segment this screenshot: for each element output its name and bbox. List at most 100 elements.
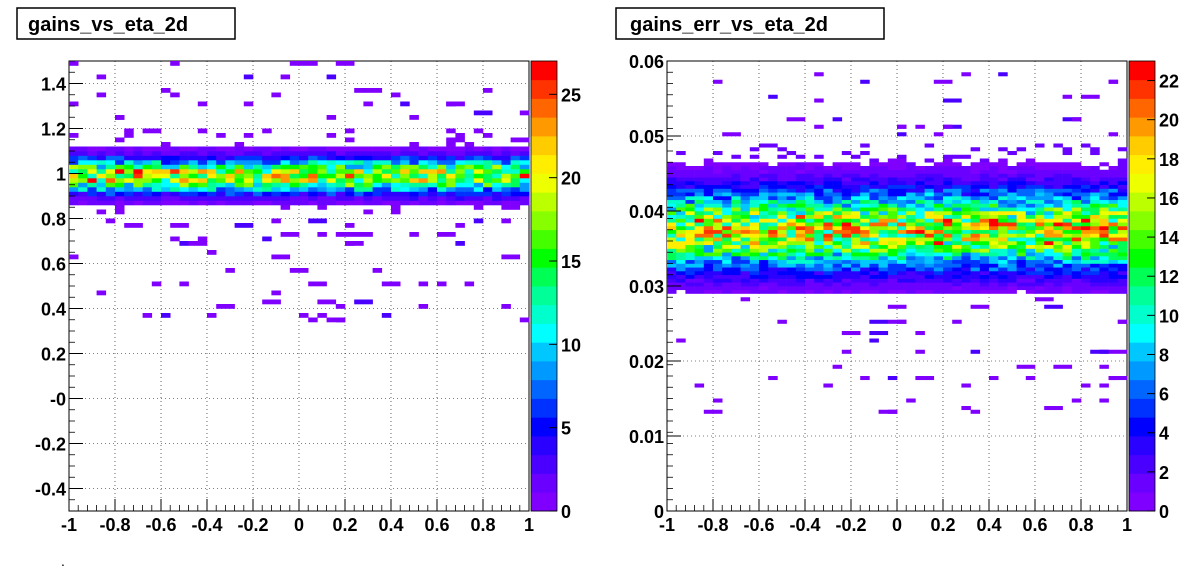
heatmap-cell [970, 222, 981, 227]
heatmap-cell [1035, 214, 1045, 219]
heatmap-cell [878, 207, 889, 212]
heatmap-cell [989, 233, 999, 238]
heatmap-cell [722, 282, 732, 287]
heatmap-cell [749, 259, 760, 264]
heatmap-cell [722, 184, 732, 189]
heatmap-cell [897, 188, 907, 193]
heatmap-cell [391, 178, 401, 183]
heatmap-cell [372, 151, 383, 156]
heatmap-cell [841, 218, 852, 223]
heatmap-cell [1025, 203, 1036, 208]
heatmap-cell [326, 151, 337, 156]
heatmap-cell [1053, 203, 1063, 208]
heatmap-cell [887, 184, 898, 189]
heatmap-cell [887, 282, 898, 287]
heatmap-cell [179, 155, 189, 161]
heatmap-cell [1053, 274, 1063, 279]
heatmap-cell [299, 178, 309, 183]
heatmap-cell [179, 200, 189, 206]
heatmap-cell [832, 263, 843, 268]
heatmap-cell [372, 187, 383, 192]
heatmap-cell [749, 203, 760, 208]
heatmap-cell [869, 274, 879, 279]
heatmap-cell [280, 173, 291, 179]
heatmap-cell [851, 289, 861, 294]
heatmap-cell [1090, 248, 1100, 253]
heatmap-cell [372, 200, 383, 206]
heatmap-cell [897, 169, 907, 174]
heatmap-cell [510, 200, 521, 206]
heatmap-cell [961, 383, 971, 388]
heatmap-cell [289, 164, 300, 170]
heatmap-cell [851, 256, 861, 261]
heatmap-cell [814, 226, 824, 231]
heatmap-cell [998, 192, 1008, 197]
heatmap-cell [989, 184, 999, 189]
heatmap-cell [455, 146, 465, 152]
heatmap-cell [979, 181, 990, 186]
heatmap-cell [961, 278, 971, 283]
heatmap-cell [823, 271, 833, 276]
heatmap-cell [915, 222, 925, 227]
heatmap-cell [713, 267, 723, 272]
heatmap-cell [299, 187, 309, 192]
heatmap-cell [823, 188, 833, 193]
heatmap-cell [749, 267, 760, 272]
heatmap-cell [667, 181, 677, 186]
heatmap-cell [1062, 364, 1073, 369]
heatmap-cell [1053, 207, 1063, 212]
heatmap-cell [694, 226, 705, 231]
heatmap-cell [731, 203, 741, 208]
colorbar-segment [1129, 117, 1155, 137]
heatmap-cell [216, 187, 226, 192]
heatmap-cell [989, 166, 999, 171]
heatmap-cell [473, 169, 484, 174]
heatmap-cell [446, 137, 456, 143]
heatmap-cell [418, 200, 429, 206]
heatmap-cell [326, 173, 337, 179]
heatmap-cell [924, 177, 935, 182]
heatmap-cell [1053, 286, 1063, 291]
heatmap-cell [878, 263, 889, 268]
heatmap-cell [308, 155, 318, 161]
heatmap-cell [851, 259, 861, 264]
heatmap-cell [1099, 169, 1109, 174]
heatmap-cell [1081, 192, 1091, 197]
heatmap-cell [786, 181, 797, 186]
heatmap-cell [381, 182, 392, 188]
heatmap-cell [887, 278, 898, 283]
heatmap-cell [860, 169, 870, 174]
heatmap-cell [841, 177, 852, 182]
heatmap-cell [253, 155, 263, 161]
colorbar-tick-label: 16 [1159, 189, 1179, 209]
heatmap-cell [1062, 267, 1073, 272]
heatmap-cell [823, 267, 833, 272]
heatmap-cell [483, 88, 493, 93]
heatmap-cell [418, 304, 429, 309]
heatmap-cell [878, 271, 889, 276]
heatmap-cell [317, 232, 327, 237]
heatmap-cell [731, 199, 741, 204]
heatmap-cell [280, 232, 300, 237]
heatmap-cell [188, 151, 199, 156]
heatmap-cell [437, 281, 447, 287]
heatmap-cell [795, 229, 806, 234]
heatmap-cell [69, 101, 79, 107]
heatmap-cell [1016, 248, 1027, 253]
heatmap-cell [1081, 229, 1091, 234]
heatmap-cell [1016, 207, 1027, 212]
heatmap-cell [998, 244, 1008, 249]
heatmap-cell [667, 229, 677, 234]
heatmap-cell [676, 259, 686, 264]
heatmap-cell [667, 252, 677, 257]
heatmap-cell [1090, 278, 1100, 283]
heatmap-cell [860, 214, 870, 219]
heatmap-cell [722, 252, 732, 257]
heatmap-cell [1108, 218, 1119, 223]
heatmap-cell [915, 229, 925, 234]
heatmap-cell [437, 182, 447, 188]
heatmap-cell [326, 155, 337, 161]
heatmap-cell [216, 196, 226, 201]
heatmap-cell [869, 222, 879, 227]
heatmap-cell [1053, 289, 1063, 294]
